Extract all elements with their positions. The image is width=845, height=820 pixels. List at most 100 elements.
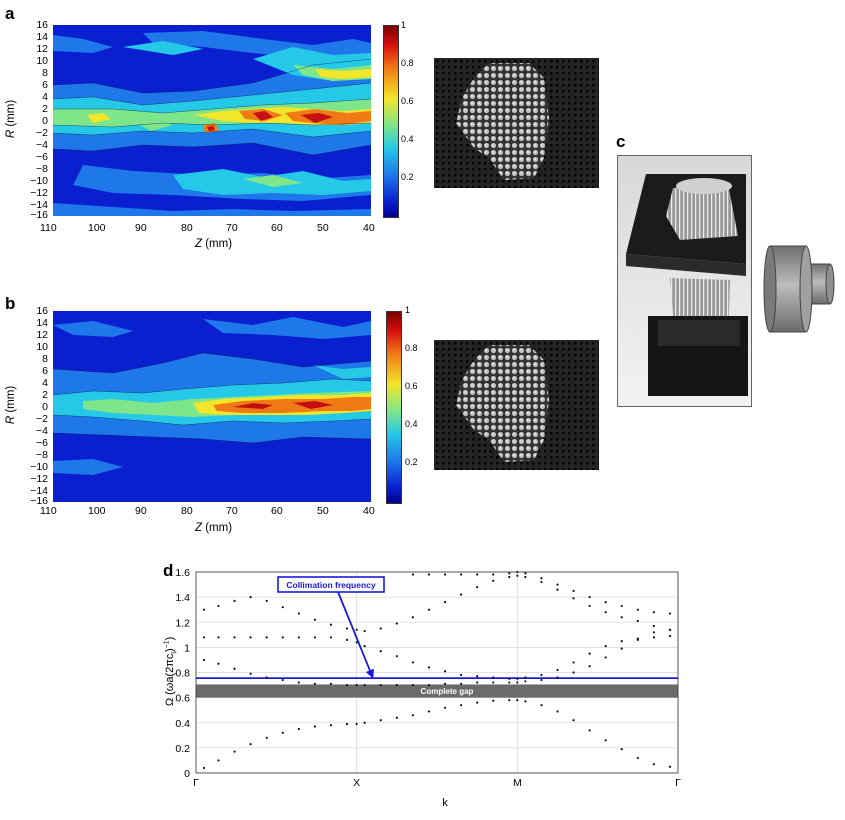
xlabel-var: Z <box>195 238 203 250</box>
lens-photo-a <box>434 58 599 188</box>
band-point <box>620 616 623 619</box>
xtick: 110 <box>40 505 57 517</box>
ytick: −2 <box>36 413 48 425</box>
ytick: 4 <box>42 377 48 389</box>
band-point <box>476 681 479 684</box>
band-point <box>233 599 236 602</box>
band-point <box>492 699 495 702</box>
band-point <box>476 585 479 589</box>
band-point <box>476 701 479 704</box>
ytick: −14 <box>30 485 48 497</box>
y-tick-label: 0.8 <box>175 668 190 680</box>
x-axis-label: k <box>442 797 448 809</box>
band-point <box>217 604 220 608</box>
xtick: 70 <box>226 222 238 234</box>
band-point <box>588 652 591 655</box>
x-tick-label: Γ <box>193 777 199 789</box>
band-point <box>395 622 398 625</box>
contour-a-yticks: 16 14 12 10 8 6 4 2 0 −2 −4 −6 −8 −10 −1… <box>14 19 48 221</box>
band-point <box>668 765 672 768</box>
band-point <box>355 722 358 726</box>
band-point <box>636 756 639 760</box>
band-point <box>345 683 349 687</box>
ylabel-prefix: Ω (ωa(2πc <box>164 653 177 707</box>
band-point <box>265 599 268 602</box>
y-tick-label: 0.4 <box>175 718 190 730</box>
band-point <box>202 608 206 611</box>
ytick: 8 <box>42 353 48 365</box>
y-ticks: 0 0.2 0.4 0.6 0.8 1 1.2 1.4 1.6 <box>175 567 190 780</box>
band-point <box>411 573 414 576</box>
xtick: 60 <box>271 505 283 517</box>
xtick: 50 <box>317 505 329 517</box>
y-axis-label: Ω (ωa(2πcl)−1) <box>164 596 179 746</box>
band-point <box>524 680 527 683</box>
band-point <box>588 596 591 599</box>
band-point <box>556 710 559 713</box>
band-point <box>524 700 527 703</box>
device-photo-c <box>617 155 752 407</box>
band-point <box>427 710 431 713</box>
xtick: 80 <box>181 222 193 234</box>
collimation-arrow <box>337 591 372 674</box>
colorbar-b-ticks: 1 0.8 0.6 0.4 0.2 <box>405 305 435 505</box>
panel-c-letter: c <box>616 132 626 151</box>
band-point <box>540 678 543 682</box>
band-point <box>540 704 543 707</box>
contour-b-yticks: 16 14 12 10 8 6 4 2 0 −2 −4 −6 −8 −10 −1… <box>14 305 48 507</box>
ytick: 4 <box>42 91 48 103</box>
band-point <box>556 668 559 672</box>
ytick: 2 <box>42 103 48 115</box>
band-point <box>233 750 236 753</box>
band-point <box>202 658 206 662</box>
ylabel-unit: (mm) <box>5 385 17 416</box>
cbar-tick: 0.2 <box>405 457 418 467</box>
cbar-tick: 0.8 <box>405 343 418 353</box>
ylabel-mid: ) <box>164 648 177 653</box>
band-point <box>297 727 300 731</box>
band-point <box>636 637 639 640</box>
band-point <box>508 677 511 680</box>
band-point <box>313 618 316 621</box>
band-point <box>443 670 447 673</box>
band-point <box>329 724 333 727</box>
band-point <box>329 682 333 685</box>
colorbar-b <box>386 311 402 504</box>
transducer-shape <box>763 245 835 333</box>
band-point <box>265 736 268 739</box>
band-point <box>297 681 300 684</box>
band-point <box>313 682 316 685</box>
contour-plot-b <box>52 311 372 502</box>
band-point <box>363 683 366 687</box>
ytick: 16 <box>36 19 48 31</box>
band-point <box>524 575 527 579</box>
ytick: −16 <box>30 495 48 507</box>
band-point <box>355 641 358 644</box>
band-point <box>411 714 414 717</box>
band-point <box>345 638 349 641</box>
band-point <box>379 627 382 630</box>
band-point <box>588 665 591 668</box>
band-point <box>476 573 479 576</box>
ylabel-var: R <box>5 415 17 425</box>
band-point <box>363 629 366 633</box>
band-point <box>604 656 607 659</box>
cbar-tick: 0.2 <box>401 172 414 182</box>
band-point <box>668 612 672 615</box>
ytick: 2 <box>42 389 48 401</box>
cbar-tick: 1 <box>405 305 411 315</box>
contour-a-xticks: 110 100 90 80 70 60 50 40 <box>40 222 385 236</box>
band-point <box>556 588 559 591</box>
collimation-arrowhead <box>365 668 374 679</box>
band-point <box>508 572 511 575</box>
band-point <box>492 579 495 582</box>
band-point <box>427 608 431 611</box>
band-point <box>516 681 519 684</box>
band-point <box>652 763 655 766</box>
contour-b-ylabel: R (mm) <box>5 380 17 430</box>
ylabel-suffix: ) <box>164 636 177 641</box>
xtick: 80 <box>181 505 193 517</box>
ytick: −4 <box>36 425 48 437</box>
ytick: −6 <box>36 151 48 163</box>
ytick: 0 <box>42 115 48 127</box>
